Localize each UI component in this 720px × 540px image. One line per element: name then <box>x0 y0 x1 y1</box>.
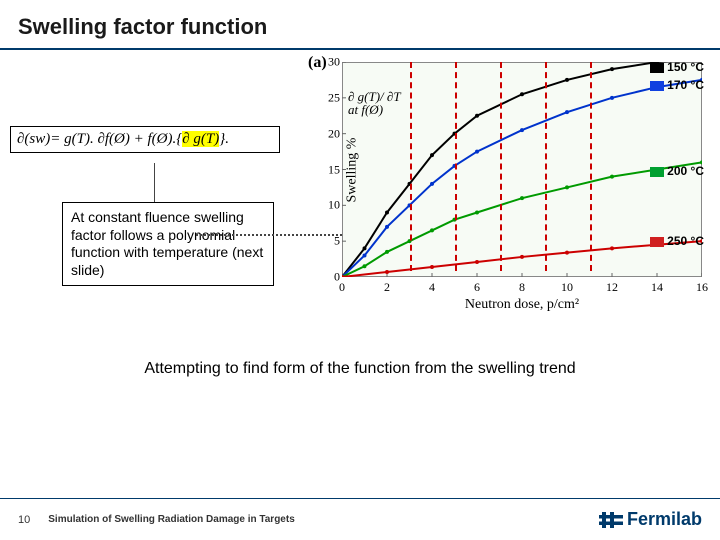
x-tick: 10 <box>557 280 577 295</box>
legend-item: 200 °C <box>650 164 704 178</box>
x-tick: 14 <box>647 280 667 295</box>
vertical-marker <box>500 62 502 271</box>
fermilab-logo: Fermilab <box>599 509 702 530</box>
legend-item: 170 °C <box>650 78 704 92</box>
logo-text: Fermilab <box>627 509 702 530</box>
y-tick: 10 <box>322 198 340 213</box>
x-tick: 4 <box>422 280 442 295</box>
y-tick: 30 <box>322 55 340 70</box>
chart-annotation: ∂ g(T)/ ∂Tat f(Ø) <box>348 90 401 117</box>
footer: 10 Simulation of Swelling Radiation Dama… <box>0 498 720 540</box>
y-tick: 20 <box>322 126 340 141</box>
logo-icon <box>599 510 623 530</box>
x-tick: 8 <box>512 280 532 295</box>
x-axis-label: Neutron dose, p/cm² <box>465 297 579 313</box>
y-tick: 15 <box>322 162 340 177</box>
y-tick: 5 <box>322 234 340 249</box>
legend-item: 150 °C <box>650 60 704 74</box>
x-tick: 6 <box>467 280 487 295</box>
x-tick: 2 <box>377 280 397 295</box>
connector-line <box>154 163 155 203</box>
footer-caption: Simulation of Swelling Radiation Damage … <box>48 514 295 525</box>
callout-box: At constant fluence swelling factor foll… <box>62 202 274 286</box>
chart: (a) Swelling % Neutron dose, p/cm² 05101… <box>312 56 712 316</box>
plot-area: Swelling % Neutron dose, p/cm² 051015202… <box>342 62 702 277</box>
vertical-marker <box>410 62 412 271</box>
equation-suffix: }. <box>219 131 229 147</box>
equation-highlight: ∂ g(T) <box>182 131 219 147</box>
x-tick: 16 <box>692 280 712 295</box>
equation-box: ∂(sw)= g(T). ∂f(Ø) + f(Ø).{∂ g(T)}. <box>10 126 280 153</box>
slide-title: Swelling factor function <box>0 0 720 40</box>
vertical-marker <box>455 62 457 271</box>
x-tick: 12 <box>602 280 622 295</box>
vertical-marker <box>545 62 547 271</box>
x-axis-label-text: Neutron dose, p/cm² <box>465 297 579 312</box>
x-tick: 0 <box>332 280 352 295</box>
subtitle: Attempting to find form of the function … <box>0 360 720 378</box>
y-tick: 25 <box>322 90 340 105</box>
legend-item: 250 °C <box>650 234 704 248</box>
page-number: 10 <box>18 514 30 526</box>
vertical-marker <box>590 62 592 271</box>
equation-prefix: ∂(sw)= g(T). ∂f(Ø) + f(Ø).{ <box>17 131 182 147</box>
